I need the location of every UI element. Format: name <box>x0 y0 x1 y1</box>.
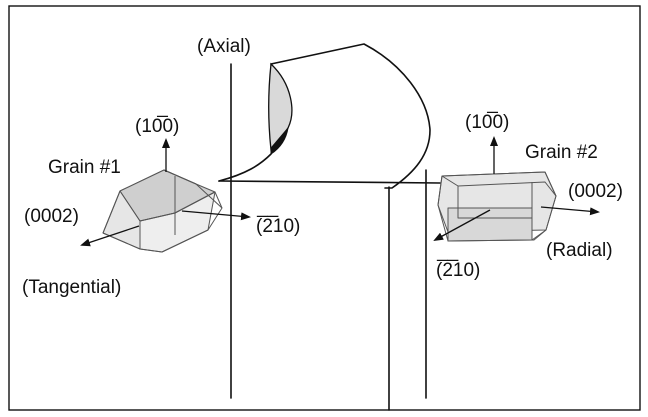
grain-2-basal-label: (0002) <box>568 181 623 202</box>
radial-label: (Radial) <box>546 240 613 261</box>
tube-sketch <box>218 43 441 411</box>
grain-2-top-edges <box>441 175 557 197</box>
grain-1-a-arrow <box>181 210 251 221</box>
radial-connector <box>218 180 441 184</box>
grain-1-basal-label: (0002) <box>24 206 79 227</box>
grain-2-inner-edges <box>457 182 533 219</box>
grain-2-a-arrow <box>433 209 491 241</box>
grain-2-outline <box>437 171 557 242</box>
blade-outline <box>270 43 431 189</box>
grain-1-top-edges <box>163 169 223 209</box>
grain-1-crystal <box>80 138 251 253</box>
grain-1-basal-arrow <box>80 225 140 247</box>
tangential-label: (Tangential) <box>22 277 121 298</box>
grain-2-front-face <box>447 207 533 242</box>
grain-1-label: Grain #1 <box>48 157 121 178</box>
grain-2-label: Grain #2 <box>525 142 598 163</box>
grain-1-prism-label: (10̅0) <box>135 116 179 137</box>
grain-2-corner-edge <box>531 229 547 241</box>
figure-frame <box>8 5 641 411</box>
axial-label: (Axial) <box>197 36 251 57</box>
grain-2-basal-arrow <box>540 206 600 216</box>
blade-root-curve <box>218 153 272 182</box>
grain-1-a-label: (̅2̅10) <box>256 216 300 237</box>
grain-2-prism-label: (10̅0) <box>465 112 509 133</box>
grain-2-a-label: (̅2̅10) <box>436 260 480 281</box>
grain-2-crystal <box>433 136 600 242</box>
